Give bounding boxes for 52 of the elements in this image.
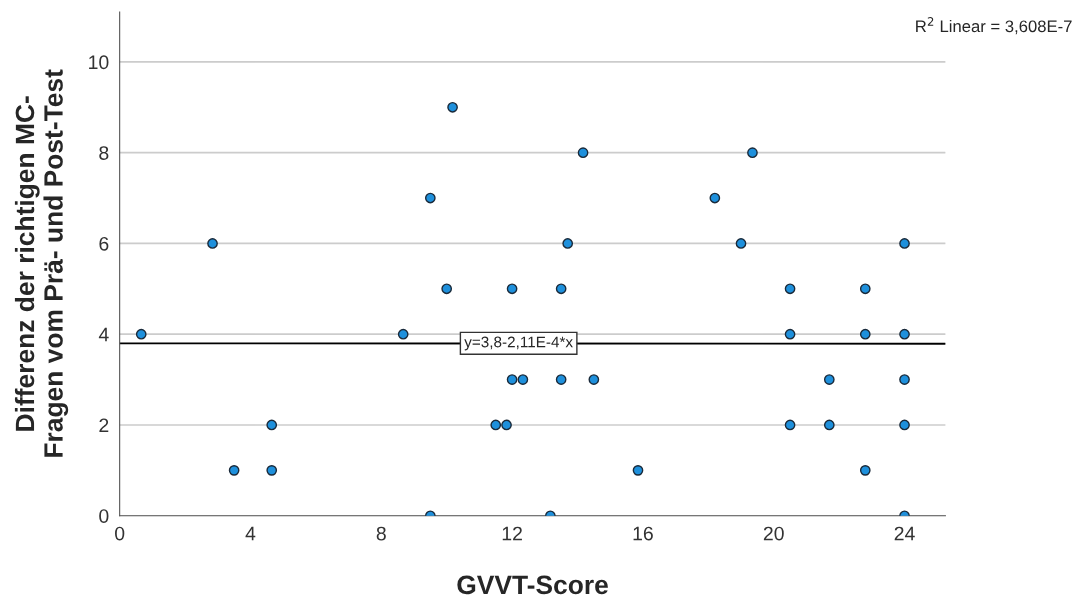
point (859, 465, 871, 476)
point (555, 374, 567, 385)
point (784, 328, 796, 340)
point (577, 147, 589, 159)
y-tick-label: 8 (99, 146, 109, 160)
point (228, 465, 240, 476)
point (632, 465, 644, 476)
annotation: y=3,8-2,11E-4*x (464, 336, 573, 351)
point (747, 147, 758, 159)
y-tick-label: 4 (98, 327, 109, 342)
point (506, 374, 518, 385)
x-tick-label: 16 (633, 526, 653, 541)
point (823, 419, 835, 431)
annotation: R$^{2}$ Linear = 3,608E-7 (916, 17, 1072, 35)
x-tick-label: 12 (502, 526, 522, 541)
point (207, 238, 218, 249)
point (899, 238, 910, 249)
point (899, 328, 910, 340)
y-tick-label: 2 (99, 418, 109, 433)
point (899, 419, 910, 431)
point (555, 283, 567, 295)
point (784, 419, 796, 431)
y-axis-title: Differenz der richtigen MC- Fragen vom Prä- und Post-Test (14, 69, 69, 457)
x-tick-label: 8 (376, 526, 386, 541)
point (506, 283, 518, 295)
x-tick-label: 4 (245, 526, 256, 541)
point (562, 238, 574, 249)
y-tick-label: 0 (99, 509, 109, 523)
x-tick-label: 20 (763, 526, 784, 541)
x-axis-title: GVVT-Score (457, 575, 608, 595)
point (501, 419, 512, 431)
point (735, 238, 747, 249)
point (899, 374, 910, 385)
y-tick-label: 10 (89, 55, 109, 70)
point (447, 101, 458, 113)
point (588, 374, 600, 385)
point (709, 192, 721, 204)
point (135, 328, 147, 340)
x-tick-label: 24 (894, 526, 915, 541)
point (266, 419, 278, 431)
point (784, 283, 796, 295)
point (859, 328, 871, 340)
point (266, 465, 278, 476)
point (441, 283, 453, 295)
point (424, 192, 436, 204)
point (859, 283, 871, 295)
y-tick-label: 6 (99, 236, 109, 251)
x-tick-label: 0 (115, 526, 125, 541)
point (517, 374, 529, 385)
point (490, 419, 502, 431)
point (823, 374, 835, 385)
point (397, 328, 409, 340)
